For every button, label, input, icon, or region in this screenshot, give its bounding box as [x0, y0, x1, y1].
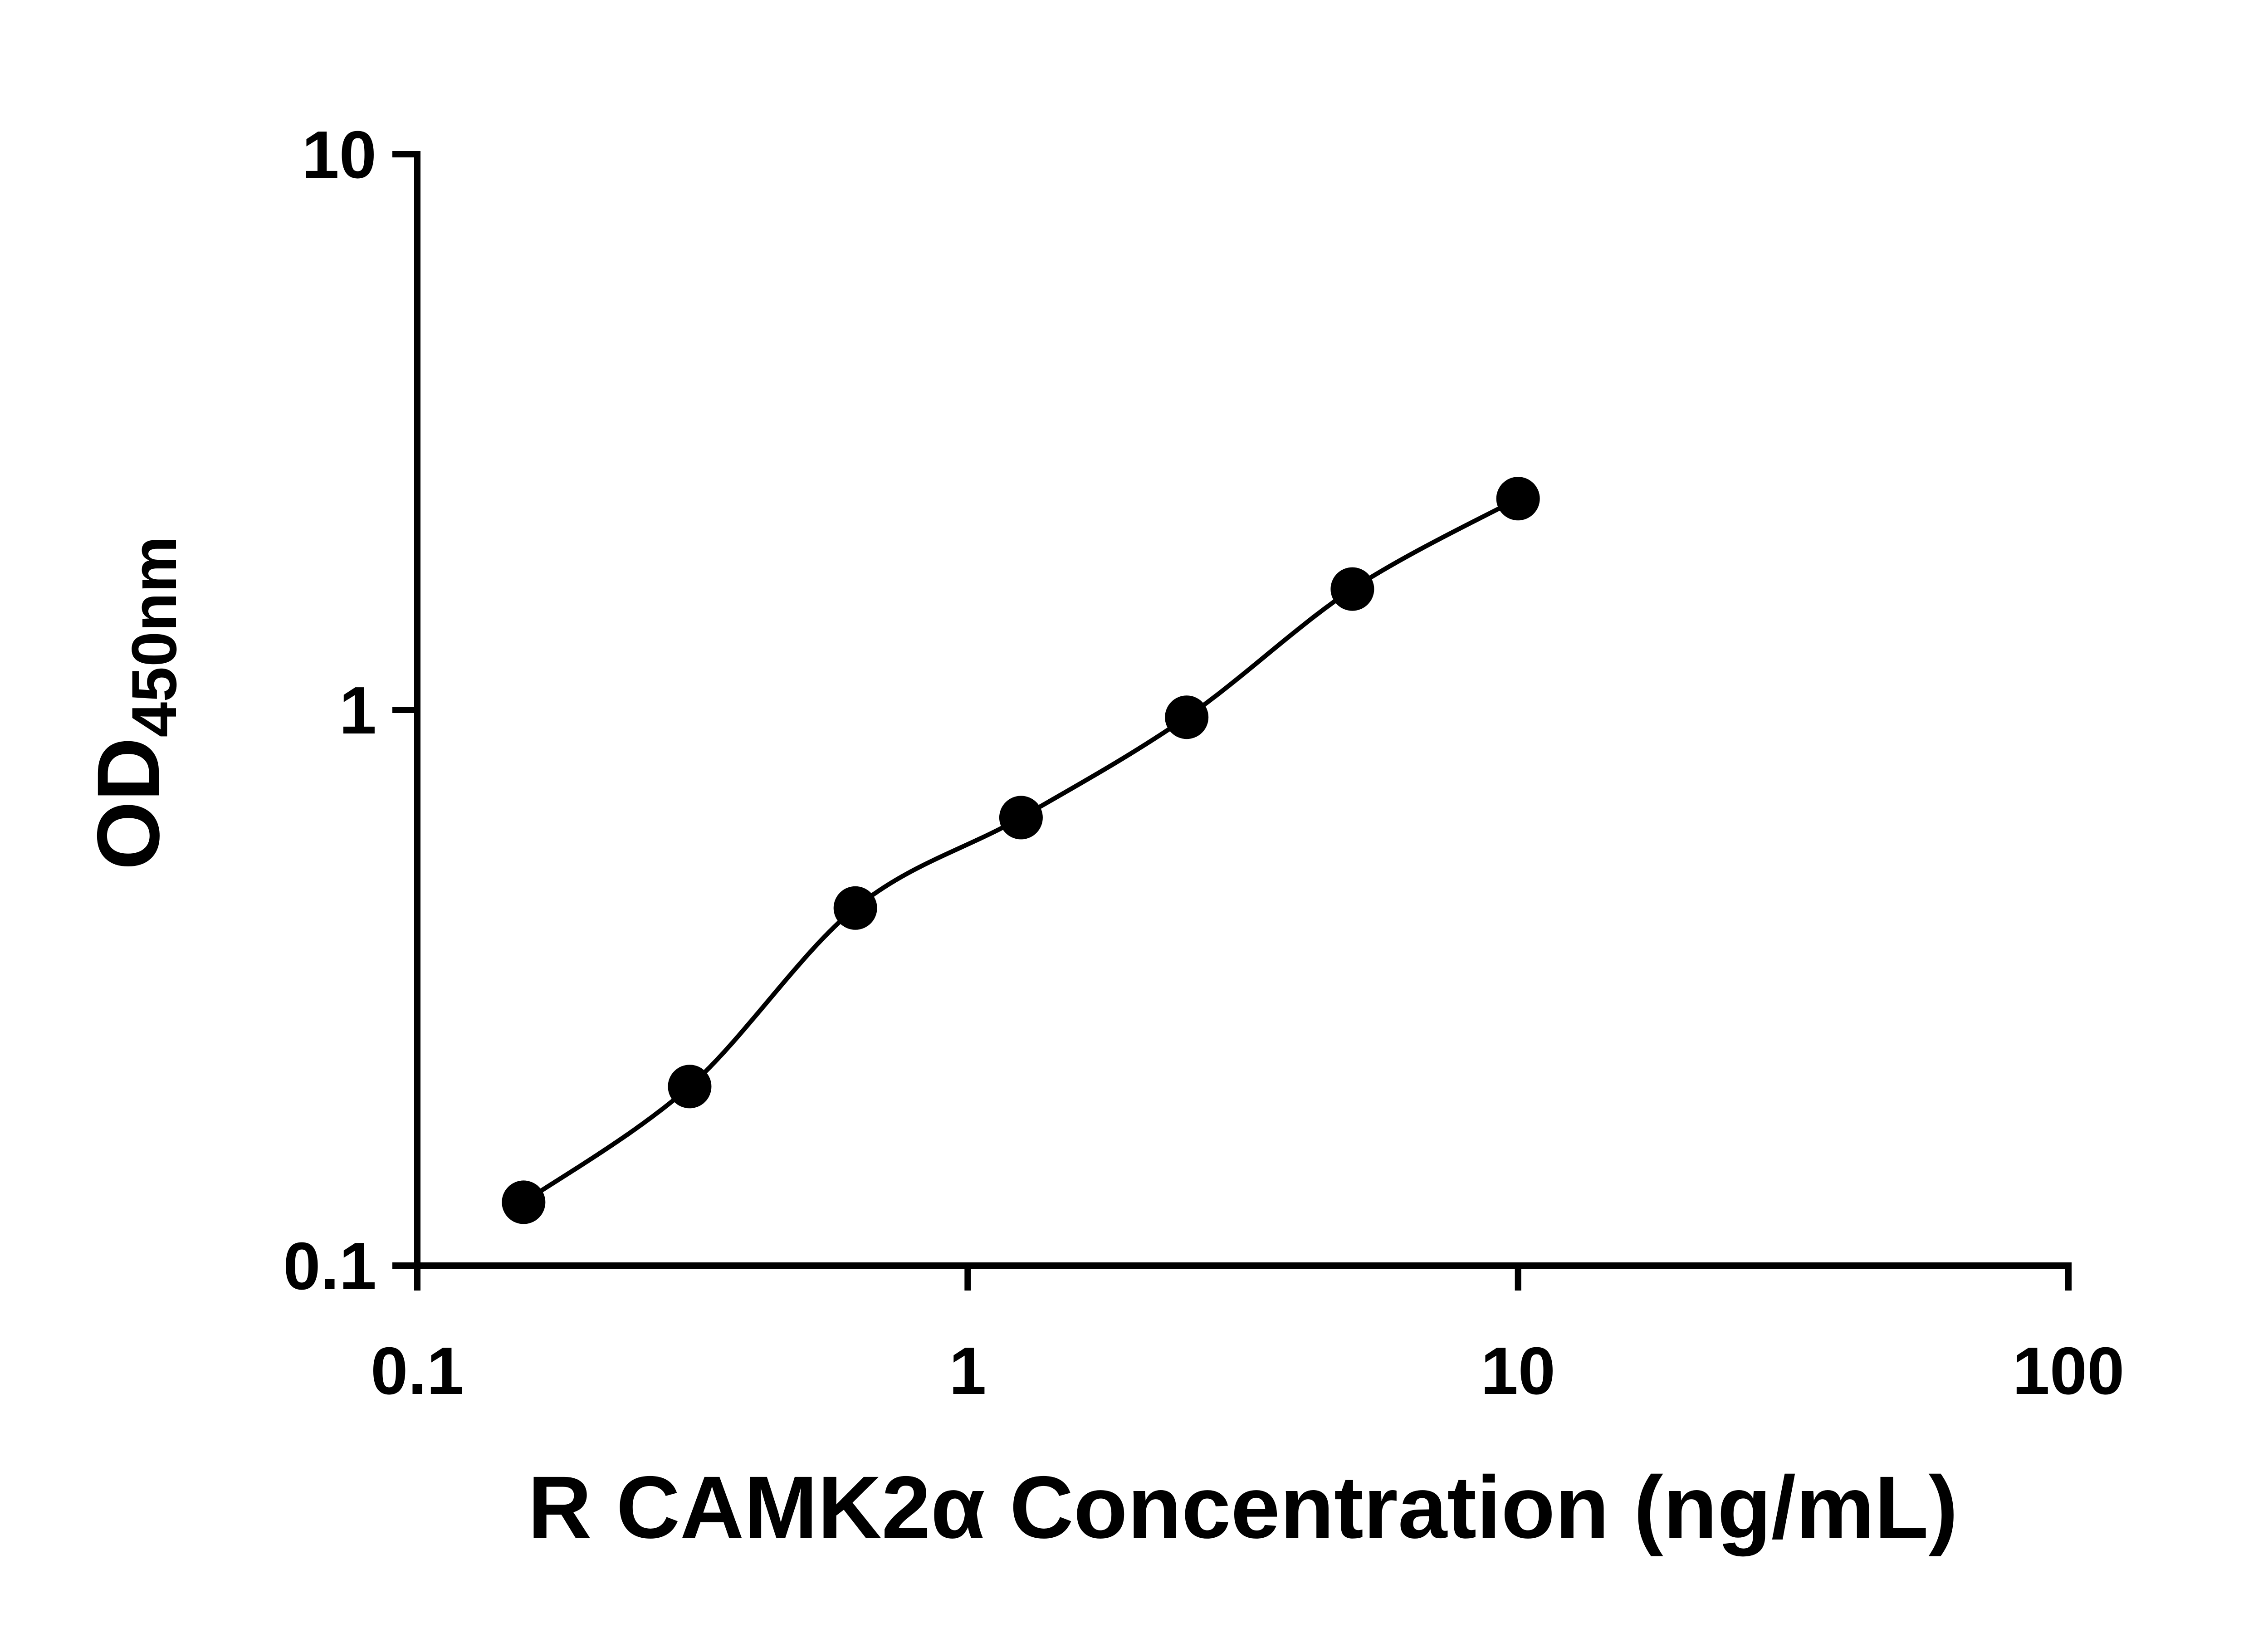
data-point [502, 1180, 546, 1224]
data-point [999, 796, 1043, 840]
x-axis-tick-label: 0.1 [371, 1334, 464, 1408]
data-point [1330, 567, 1374, 611]
data-point [668, 1065, 712, 1109]
plot-layer: 0.1 1 10 100 0.1 1 10 [283, 117, 2124, 1408]
y-axis-tick-label: 0.1 [283, 1229, 376, 1304]
x-axis-tick-label: 1 [949, 1334, 986, 1408]
y-axis-title: OD450nm [79, 536, 190, 870]
y-axis-tick-label: 10 [302, 117, 376, 192]
x-axis-tick-label: 100 [2013, 1334, 2125, 1408]
data-point [1165, 695, 1209, 739]
x-axis-tick-label: 10 [1481, 1334, 1555, 1408]
data-point [1496, 477, 1540, 521]
y-axis-tick-label: 1 [339, 673, 376, 748]
data-point [833, 886, 877, 930]
y-axis-title-subscript: 450nm [118, 536, 190, 738]
x-axis-title: R CAMK2α Concentration (ng/mL) [528, 1458, 1958, 1557]
y-axis-title-main: OD [79, 738, 178, 870]
